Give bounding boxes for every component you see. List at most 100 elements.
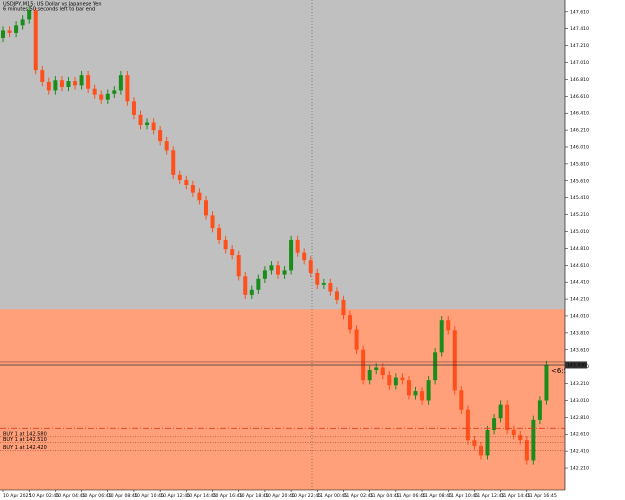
x-tick-label: 10 Apr 14:45 bbox=[186, 493, 216, 499]
candle-body bbox=[511, 430, 516, 436]
last-price-label: 143.430 bbox=[567, 362, 586, 368]
candle-body bbox=[308, 260, 313, 273]
candle-body bbox=[158, 130, 163, 142]
x-tick-label: 10 Apr 02:45 bbox=[29, 493, 59, 499]
y-tick-label: 142.810 bbox=[570, 415, 589, 421]
candle-body bbox=[243, 276, 248, 295]
candle-body bbox=[236, 255, 241, 277]
y-tick-label: 146.010 bbox=[570, 145, 589, 151]
x-tick-label: 11 Apr 06:45 bbox=[396, 493, 426, 499]
y-tick-label: 147.610 bbox=[570, 9, 589, 15]
candle-body bbox=[321, 283, 326, 285]
x-tick-label: 10 Apr 04:45 bbox=[55, 493, 85, 499]
candle-body bbox=[217, 228, 222, 240]
candle-body bbox=[177, 174, 182, 180]
candle-body bbox=[341, 299, 346, 316]
y-tick-label: 144.610 bbox=[570, 263, 589, 269]
y-tick-label: 144.410 bbox=[570, 280, 589, 286]
candle-body bbox=[20, 19, 25, 26]
x-tick-label: 10 Apr 12:45 bbox=[160, 493, 190, 499]
candle-body bbox=[79, 75, 84, 86]
candle-body bbox=[59, 80, 64, 88]
candle-body bbox=[210, 215, 215, 229]
x-tick-label: 10 Apr 20:45 bbox=[265, 493, 295, 499]
candle-body bbox=[505, 404, 510, 431]
x-tick-label: 11 Apr 08:45 bbox=[422, 493, 452, 499]
last-price-box bbox=[565, 361, 587, 369]
candle-body bbox=[269, 265, 274, 271]
candle-body bbox=[27, 10, 32, 20]
y-tick-label: 142.610 bbox=[570, 432, 589, 438]
candle-body bbox=[446, 320, 451, 331]
candle-body bbox=[164, 141, 169, 151]
y-tick-label: 143.210 bbox=[570, 381, 589, 387]
candle-body bbox=[112, 90, 117, 94]
x-tick-label: 10 Apr 06:45 bbox=[82, 493, 112, 499]
candle-body bbox=[465, 409, 470, 441]
y-tick-label: 147.410 bbox=[570, 26, 589, 32]
candle-body bbox=[171, 150, 176, 175]
candle-body bbox=[374, 367, 379, 371]
candle-body bbox=[289, 239, 294, 271]
candle-body bbox=[14, 25, 19, 33]
candle-body bbox=[33, 10, 38, 71]
x-tick-label: 11 Apr 04:45 bbox=[370, 493, 400, 499]
candle-body bbox=[1, 30, 5, 39]
y-tick-label: 145.010 bbox=[570, 229, 589, 235]
y-tick-label: 142.210 bbox=[570, 466, 589, 472]
x-tick-label: 11 Apr 02:45 bbox=[343, 493, 373, 499]
x-tick-label: 10 Apr 10:45 bbox=[134, 493, 164, 499]
y-tick-label: 144.210 bbox=[570, 297, 589, 303]
candle-body bbox=[367, 370, 372, 381]
candle-body bbox=[138, 114, 143, 126]
x-tick-label: 10 Apr 2025 bbox=[3, 493, 31, 499]
y-tick-label: 146.210 bbox=[570, 128, 589, 134]
candle-body bbox=[99, 94, 104, 100]
candle-body bbox=[295, 239, 300, 253]
candle-body bbox=[145, 122, 150, 126]
y-tick-label: 144.810 bbox=[570, 246, 589, 252]
order-label: BUY 1 at 142.420 bbox=[3, 445, 47, 451]
x-tick-label: 10 Apr 16:45 bbox=[213, 493, 243, 499]
y-tick-label: 145.610 bbox=[570, 178, 589, 184]
candle-body bbox=[348, 315, 353, 330]
x-tick-label: 10 Apr 18:45 bbox=[239, 493, 269, 499]
order-label: BUY 1 at 142.510 bbox=[3, 437, 47, 443]
candle-body bbox=[459, 390, 464, 410]
candle-body bbox=[537, 400, 542, 420]
y-tick-label: 145.410 bbox=[570, 195, 589, 201]
y-tick-label: 147.010 bbox=[570, 60, 589, 66]
price-axis bbox=[565, 0, 625, 500]
candle-body bbox=[46, 81, 51, 91]
candle-body bbox=[315, 272, 320, 285]
x-tick-label: 10 Apr 22:45 bbox=[291, 493, 321, 499]
candle-body bbox=[387, 375, 392, 386]
candle-body bbox=[125, 75, 130, 102]
candle-body bbox=[262, 270, 267, 279]
candle-body bbox=[472, 440, 477, 447]
candle-body bbox=[276, 265, 280, 275]
x-tick-label: 11 Apr 12:45 bbox=[474, 493, 504, 499]
chart-title: USDJPY,M15: US Dollar vs Japanese Yen bbox=[3, 2, 102, 8]
y-tick-label: 146.610 bbox=[570, 94, 589, 100]
candle-body bbox=[118, 75, 123, 91]
y-tick-label: 142.410 bbox=[570, 449, 589, 455]
y-tick-label: 145.210 bbox=[570, 212, 589, 218]
candle-body bbox=[197, 192, 202, 201]
candle-body bbox=[426, 380, 431, 401]
candle-body bbox=[433, 352, 438, 381]
candle-body bbox=[524, 440, 529, 461]
order-label: BUY 1 at 142.580 bbox=[3, 431, 47, 437]
candle-body bbox=[406, 380, 411, 396]
candle-body bbox=[190, 185, 195, 193]
x-tick-label: 11 Apr 14:45 bbox=[501, 493, 531, 499]
y-tick-label: 143.610 bbox=[570, 347, 589, 353]
y-tick-label: 144.010 bbox=[570, 313, 589, 319]
candle-body bbox=[282, 270, 287, 275]
x-tick-label: 11 Apr 10:45 bbox=[448, 493, 478, 499]
candle-body bbox=[105, 93, 110, 100]
